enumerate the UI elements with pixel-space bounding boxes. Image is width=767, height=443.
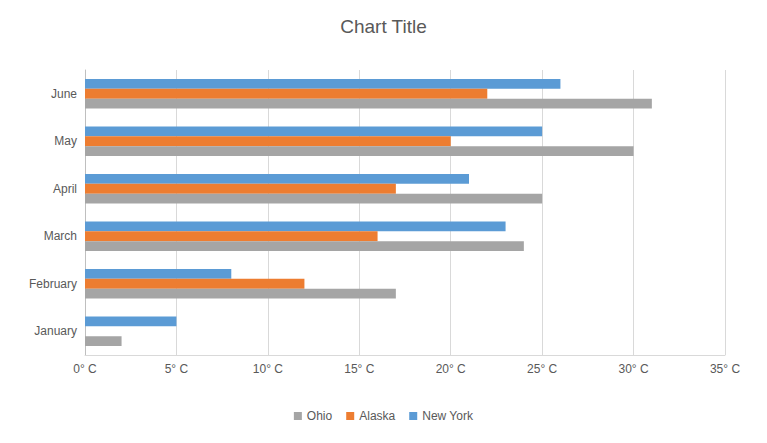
svg-text:0° C: 0° C bbox=[73, 362, 97, 376]
svg-text:June: June bbox=[51, 87, 77, 101]
svg-text:30° C: 30° C bbox=[618, 362, 648, 376]
svg-text:35° C: 35° C bbox=[710, 362, 740, 376]
svg-text:February: February bbox=[29, 277, 77, 291]
svg-text:20° C: 20° C bbox=[436, 362, 466, 376]
svg-text:5° C: 5° C bbox=[165, 362, 189, 376]
svg-text:Chart Title: Chart Title bbox=[340, 16, 427, 37]
svg-text:15° C: 15° C bbox=[344, 362, 374, 376]
svg-text:March: March bbox=[44, 229, 77, 243]
svg-text:January: January bbox=[34, 324, 77, 338]
svg-text:10° C: 10° C bbox=[253, 362, 283, 376]
svg-text:May: May bbox=[54, 134, 77, 148]
svg-text:Ohio: Ohio bbox=[307, 409, 333, 423]
svg-text:25° C: 25° C bbox=[527, 362, 557, 376]
svg-text:Alaska: Alaska bbox=[359, 409, 395, 423]
svg-text:New York: New York bbox=[422, 409, 474, 423]
svg-text:April: April bbox=[53, 182, 77, 196]
